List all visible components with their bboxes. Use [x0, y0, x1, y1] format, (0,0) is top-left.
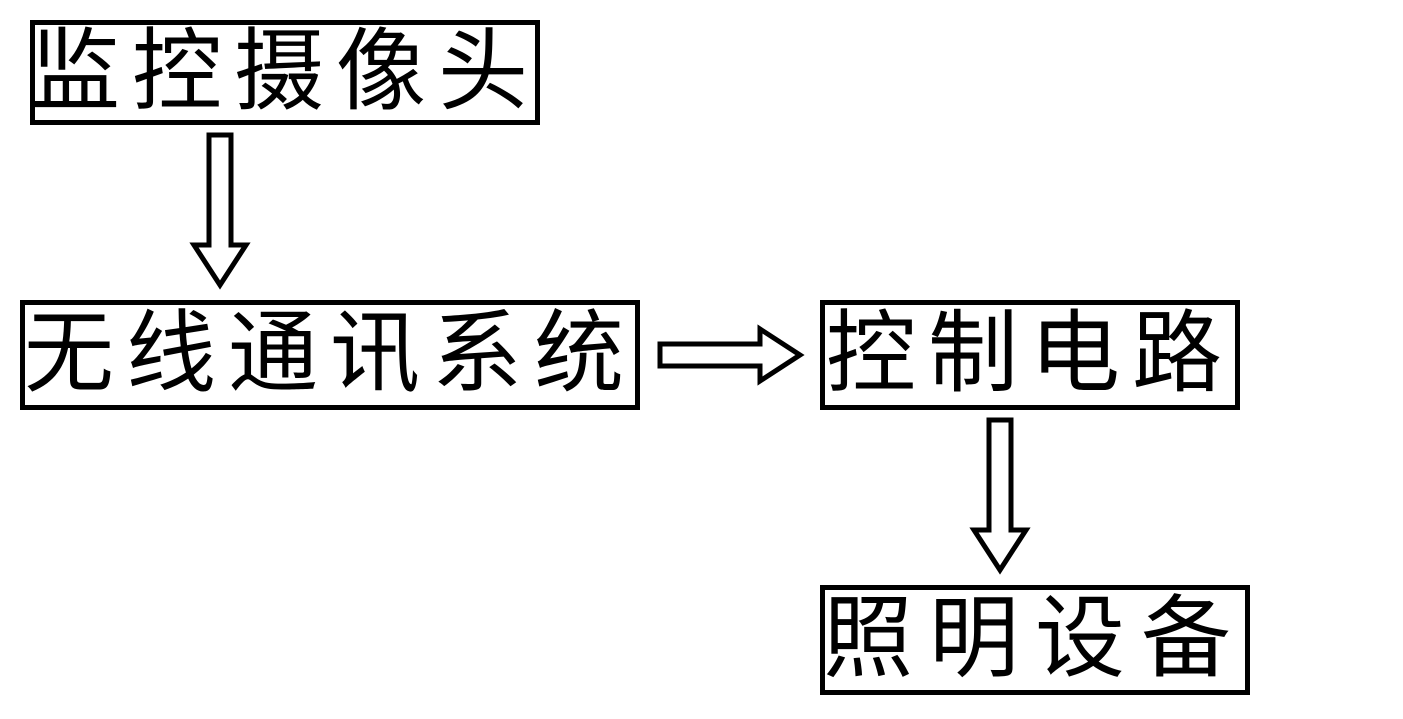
arrow-camera-to-wireless: [189, 130, 251, 290]
node-wireless: 无线通讯系统: [20, 300, 640, 410]
node-lighting: 照明设备: [820, 585, 1250, 695]
node-lighting-label: 照明设备: [823, 595, 1247, 685]
node-wireless-label: 无线通讯系统: [24, 310, 636, 400]
arrow-wireless-to-control: [655, 324, 805, 386]
node-camera-label: 监控摄像头: [30, 28, 540, 118]
arrow-control-to-lighting: [969, 415, 1031, 575]
node-camera: 监控摄像头: [30, 20, 540, 125]
node-control: 控制电路: [820, 300, 1240, 410]
node-control-label: 控制电路: [826, 310, 1234, 400]
